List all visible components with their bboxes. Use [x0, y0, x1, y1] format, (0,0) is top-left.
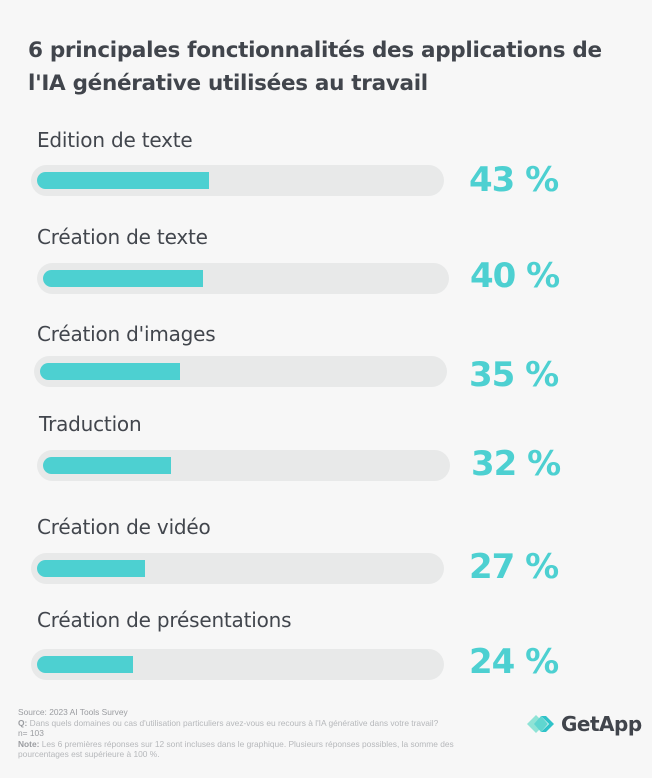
bar-value: 24 %	[469, 642, 559, 682]
bar-value: 32 %	[471, 444, 561, 484]
getapp-logo: GetApp	[527, 712, 642, 736]
bar-label: Edition de texte	[37, 128, 193, 152]
bar-value: 43 %	[469, 160, 559, 200]
bar-fill	[43, 457, 171, 474]
chart-footer: Source: 2023 AI Tools Survey Q: Dans que…	[18, 707, 488, 760]
bar-label: Création de vidéo	[37, 515, 211, 539]
bar-track	[31, 649, 444, 680]
bar-label: Traduction	[39, 412, 142, 436]
bar-track	[37, 263, 449, 294]
logo-text: GetApp	[561, 712, 642, 736]
chart-title: 6 principales fonctionnalités des applic…	[28, 38, 602, 96]
sample-size: n= 103	[18, 728, 44, 739]
bar-fill	[40, 363, 180, 380]
bar-fill	[37, 560, 145, 577]
bar-value: 27 %	[469, 547, 559, 587]
bar-label: Création de texte	[37, 225, 208, 249]
bar-track	[37, 450, 450, 481]
bar-label: Création d'images	[37, 322, 216, 346]
bar-track	[31, 165, 444, 196]
bar-value: 40 %	[470, 256, 560, 296]
bar-value: 35 %	[469, 355, 559, 395]
bar-label: Création de présentations	[37, 608, 292, 632]
bar-fill	[37, 172, 209, 189]
question-text: Q: Dans quels domaines ou cas d'utilisat…	[18, 717, 439, 728]
bar-track	[34, 356, 447, 387]
bar-fill	[43, 270, 203, 287]
getapp-chevrons-icon	[527, 715, 554, 733]
source-text: Source: 2023 AI Tools Survey	[18, 707, 128, 717]
bar-fill	[37, 656, 133, 673]
note-text: Note: Les 6 premières réponses sur 12 so…	[18, 738, 454, 760]
bar-track	[31, 553, 444, 584]
